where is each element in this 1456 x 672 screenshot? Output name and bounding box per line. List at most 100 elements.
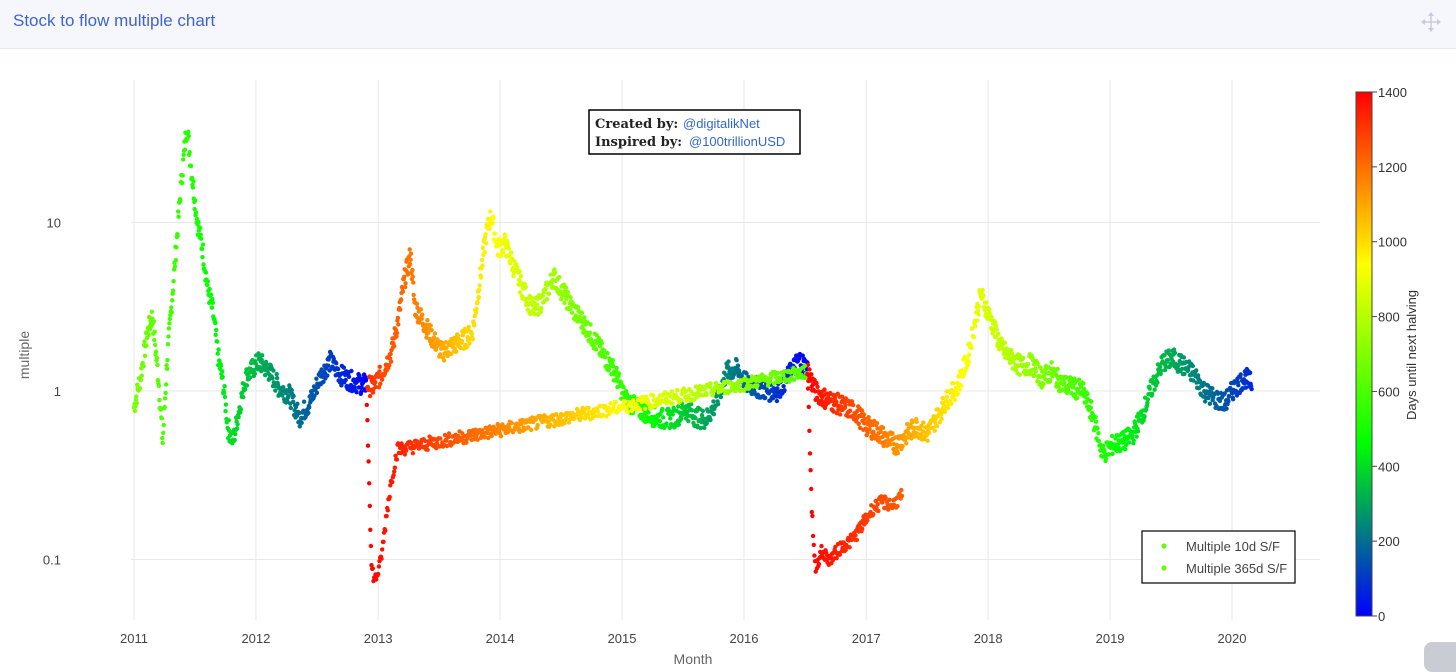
data-point	[637, 407, 643, 412]
data-point	[501, 250, 506, 255]
stock-to-flow-chart[interactable]: 2011 2012 2013 2014 2015 2016 2017 2018 2019 2020…	[0, 49, 1456, 664]
data-point	[843, 402, 848, 408]
data-point	[1025, 362, 1031, 367]
data-point	[498, 434, 504, 439]
data-point	[608, 401, 613, 406]
data-point	[603, 403, 608, 409]
created-link[interactable]: @digitalikNet	[683, 116, 760, 131]
data-point	[775, 386, 780, 391]
data-point	[331, 356, 336, 361]
data-point	[191, 179, 196, 184]
x-tick-label: 2019	[1096, 631, 1125, 646]
data-point	[403, 281, 408, 286]
data-point	[142, 353, 148, 358]
data-point	[819, 543, 824, 549]
data-point	[606, 366, 612, 372]
data-point	[679, 416, 684, 422]
data-point	[734, 358, 739, 363]
data-point	[523, 284, 528, 290]
data-point	[1249, 386, 1254, 392]
data-point	[182, 147, 188, 152]
data-point	[335, 366, 341, 372]
data-point	[167, 316, 173, 321]
data-point	[974, 318, 980, 323]
legend[interactable]: Multiple 10d S/F Multiple 365d S/F	[1141, 530, 1296, 584]
data-point	[359, 389, 364, 394]
data-point	[418, 307, 423, 312]
data-point	[420, 312, 425, 317]
data-point	[1217, 398, 1223, 404]
data-point	[809, 486, 814, 492]
data-point	[543, 287, 548, 292]
data-point	[1101, 443, 1106, 449]
data-point	[1147, 386, 1153, 391]
data-point	[215, 339, 220, 344]
data-point	[810, 533, 816, 539]
move-arrows-icon[interactable]	[1421, 12, 1441, 32]
data-point	[410, 274, 415, 279]
data-point	[540, 293, 545, 299]
data-point	[506, 246, 512, 251]
data-point	[370, 390, 376, 395]
data-point	[476, 294, 481, 300]
data-point	[965, 363, 970, 368]
data-point	[271, 368, 276, 373]
data-point	[607, 411, 612, 417]
data-point	[207, 286, 212, 292]
data-point	[718, 394, 724, 400]
data-point	[834, 411, 840, 416]
data-point	[1222, 391, 1227, 396]
data-point	[981, 293, 986, 299]
y-tick-label: 0.1	[43, 553, 61, 568]
data-point	[715, 401, 721, 407]
data-point	[1078, 384, 1084, 389]
data-point	[814, 380, 819, 386]
data-point	[443, 340, 449, 345]
data-point	[831, 409, 836, 414]
legend-item-10d[interactable]: Multiple 10d S/F	[1186, 539, 1280, 554]
data-point	[163, 382, 169, 387]
data-point	[867, 427, 872, 432]
data-point	[664, 421, 669, 426]
data-point	[446, 431, 452, 436]
data-point	[1088, 405, 1094, 410]
data-point	[387, 494, 392, 500]
data-point	[1109, 433, 1115, 439]
data-point	[376, 571, 381, 577]
data-point	[880, 425, 886, 430]
data-point	[391, 473, 396, 478]
data-point	[208, 292, 214, 297]
data-point	[162, 404, 167, 410]
data-point	[465, 436, 470, 441]
x-tick-label: 2015	[608, 631, 637, 646]
data-point	[588, 322, 593, 327]
data-point	[369, 563, 374, 568]
data-point	[438, 436, 443, 441]
data-point	[711, 412, 717, 417]
data-point	[969, 345, 974, 351]
data-point	[1165, 358, 1171, 363]
data-point	[180, 180, 185, 186]
data-point	[807, 428, 812, 433]
data-point	[491, 215, 496, 221]
data-point	[479, 257, 485, 262]
legend-item-365d[interactable]: Multiple 365d S/F	[1186, 561, 1287, 576]
data-point	[914, 419, 919, 425]
data-point	[475, 300, 480, 305]
data-point	[242, 387, 248, 392]
data-point	[599, 340, 604, 346]
data-point	[274, 371, 279, 377]
data-point	[192, 206, 197, 212]
chart-panel-header: Stock to flow multiple chart	[0, 0, 1456, 49]
data-point	[1166, 348, 1172, 353]
data-point	[134, 394, 139, 399]
data-point	[172, 264, 178, 269]
data-point	[769, 375, 774, 380]
data-point	[1203, 399, 1208, 404]
inspired-link[interactable]: @100trillionUSD	[689, 134, 785, 149]
scroll-handle[interactable]	[1424, 642, 1456, 672]
data-point	[1210, 386, 1215, 391]
data-point	[1247, 370, 1253, 375]
data-point	[1042, 376, 1048, 381]
data-point	[518, 274, 524, 279]
